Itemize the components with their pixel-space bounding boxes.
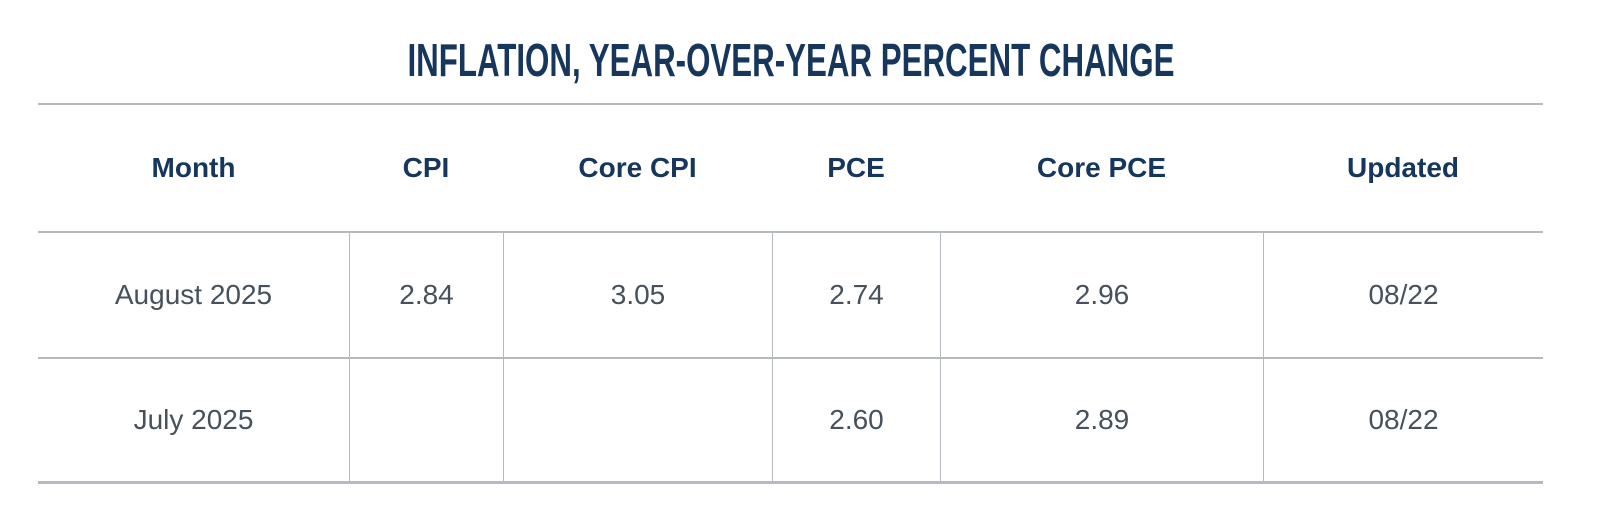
cell-updated: 08/22 (1263, 233, 1543, 357)
table-header-row: Month CPI Core CPI PCE Core PCE Updated (38, 105, 1543, 233)
cell-core-pce: 2.89 (940, 359, 1263, 481)
column-header-cpi: CPI (402, 152, 450, 183)
column-header-core-pce: Core PCE (1036, 152, 1167, 183)
cell-core-cpi: 3.05 (503, 233, 772, 357)
cell-pce: 2.74 (772, 233, 940, 357)
column-header-updated: Updated (1347, 152, 1459, 183)
cell-updated: 08/22 (1263, 359, 1543, 481)
cell-cpi: 2.84 (349, 233, 503, 357)
cell-cpi (349, 359, 503, 481)
title-container: INFLATION, YEAR-OVER-YEAR PERCENT CHANGE (38, 0, 1543, 105)
column-header-core-cpi: Core CPI (578, 152, 697, 183)
inflation-table: Month CPI Core CPI PCE Core PCE Updated … (38, 105, 1543, 484)
table-row-july-2025: July 2025 2.60 2.89 08/22 (38, 359, 1543, 484)
cell-core-pce: 2.96 (940, 233, 1263, 357)
column-header-pce: PCE (827, 152, 885, 183)
cell-month: July 2025 (133, 404, 254, 435)
column-header-month: Month (151, 152, 236, 183)
table-row-august-2025: August 2025 2.84 3.05 2.74 2.96 08/22 (38, 233, 1543, 359)
cell-pce: 2.60 (772, 359, 940, 481)
cell-core-cpi (503, 359, 772, 481)
cell-month: August 2025 (114, 279, 273, 310)
page-title: INFLATION, YEAR-OVER-YEAR PERCENT CHANGE (406, 34, 1174, 86)
